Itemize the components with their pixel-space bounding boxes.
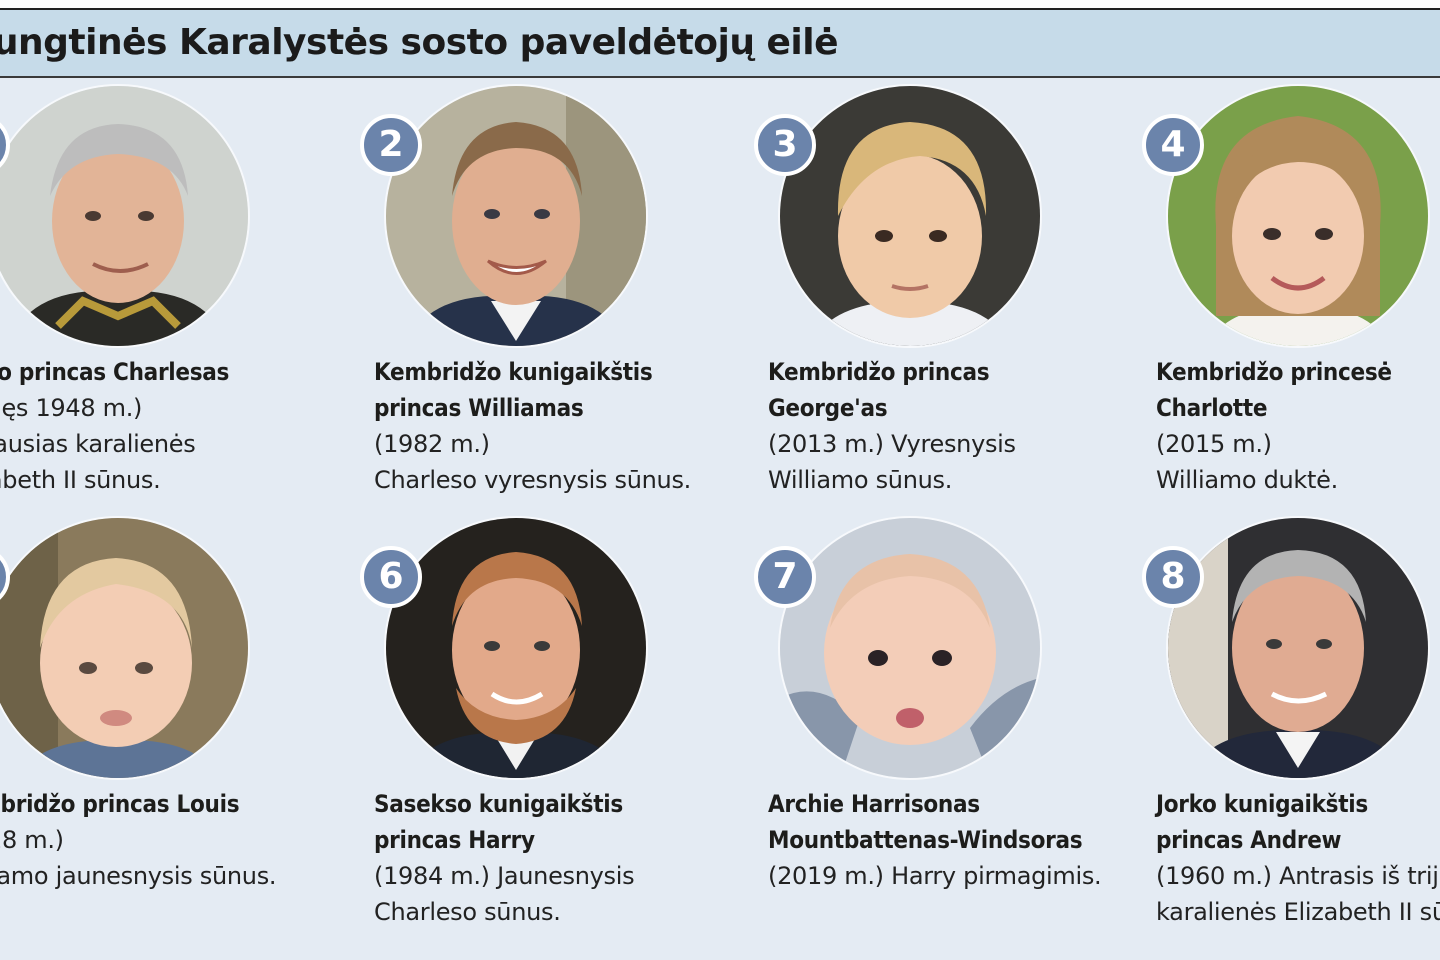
portrait-toddler-icon: [0, 518, 248, 778]
heir-card-7: 7 Archie Harrisonas Mountbattenas-Windso…: [754, 518, 1180, 938]
heir-name: Kembridžo princas George'as: [768, 358, 990, 422]
heir-info: Archie Harrisonas Mountbattenas-Windsora…: [768, 786, 1148, 894]
portrait-bearded-man-icon: [386, 518, 646, 778]
heir-name: Velso princas Charlesas: [0, 358, 230, 386]
heir-name: Archie Harrisonas Mountbattenas-Windsora…: [768, 790, 1083, 854]
rank-badge: 2: [360, 114, 422, 176]
heir-name: Kembridžo princas Louis: [0, 790, 240, 818]
heir-description: (2019 m.) Harry pirmagimis.: [768, 862, 1102, 890]
heir-name: Sasekso kunigaikštis princas Harry: [374, 790, 623, 854]
heir-card-8: 8 Jorko kunigaikštis princas Andrew (196…: [1142, 518, 1440, 938]
header-band: Jungtinės Karalystės sosto paveldėtojų e…: [0, 10, 1440, 78]
portrait-man-icon: [386, 86, 646, 346]
rank-badge: 4: [1142, 114, 1204, 176]
heir-info: Kembridžo princesė Charlotte (2015 m.) W…: [1156, 354, 1440, 498]
heir-card-6: 6 Sasekso kunigaikštis princas Harry (19…: [360, 518, 786, 938]
heir-info: Kembridžo kunigaikštis princas Williamas…: [374, 354, 754, 498]
heir-info: Sasekso kunigaikštis princas Harry (1984…: [374, 786, 754, 930]
heir-description: (2018 m.) Williamo jaunesnysis sūnus.: [0, 826, 277, 890]
heir-description: (1984 m.) Jaunesnysis Charleso sūnus.: [374, 862, 635, 926]
page-title: Jungtinės Karalystės sosto paveldėtojų e…: [0, 22, 839, 63]
portrait-elderly-man-icon: [0, 86, 248, 346]
portrait-girl-icon: [1168, 86, 1428, 346]
heir-info: Jorko kunigaikštis princas Andrew (1960 …: [1156, 786, 1440, 930]
portrait-grey-haired-man-icon: [1168, 518, 1428, 778]
heir-description: (2013 m.) Vyresnysis Williamo sūnus.: [768, 430, 1016, 494]
heir-card-5: 5 Kembridžo princas Louis (2018 m.) Will…: [0, 518, 388, 938]
rank-badge: 7: [754, 546, 816, 608]
heir-description: (1982 m.) Charleso vyresnysis sūnus.: [374, 430, 691, 494]
heir-name: Kembridžo princesė Charlotte: [1156, 358, 1392, 422]
portrait-baby-icon: [780, 518, 1040, 778]
heir-info: Kembridžo princas George'as (2013 m.) Vy…: [768, 354, 1148, 498]
top-rule: [0, 0, 1440, 10]
heir-info: Velso princas Charlesas (gimęs 1948 m.) …: [0, 354, 328, 498]
rank-badge: 8: [1142, 546, 1204, 608]
heir-description: (2015 m.) Williamo duktė.: [1156, 430, 1338, 494]
heir-card-3: 3 Kembridžo princas George'as (2013 m.) …: [754, 86, 1180, 506]
heir-card-1: 1 Velso princas Charlesas (gimęs 1948 m.…: [0, 86, 388, 506]
heir-info: Kembridžo princas Louis (2018 m.) Willia…: [0, 786, 328, 894]
rank-badge: 3: [754, 114, 816, 176]
portrait-boy-icon: [780, 86, 1040, 346]
rank-badge: 6: [360, 546, 422, 608]
heir-card-2: 2 Kembridžo kunigaikštis princas William…: [360, 86, 786, 506]
heir-description: (gimęs 1948 m.) Vyriausias karalienės El…: [0, 394, 196, 494]
heir-description: (1960 m.) Antrasis iš trijų karalienės E…: [1156, 862, 1440, 926]
heir-name: Jorko kunigaikštis princas Andrew: [1156, 790, 1368, 854]
heir-card-4: 4 Kembridžo princesė Charlotte (2015 m.)…: [1142, 86, 1440, 506]
heir-name: Kembridžo kunigaikštis princas Williamas: [374, 358, 653, 422]
